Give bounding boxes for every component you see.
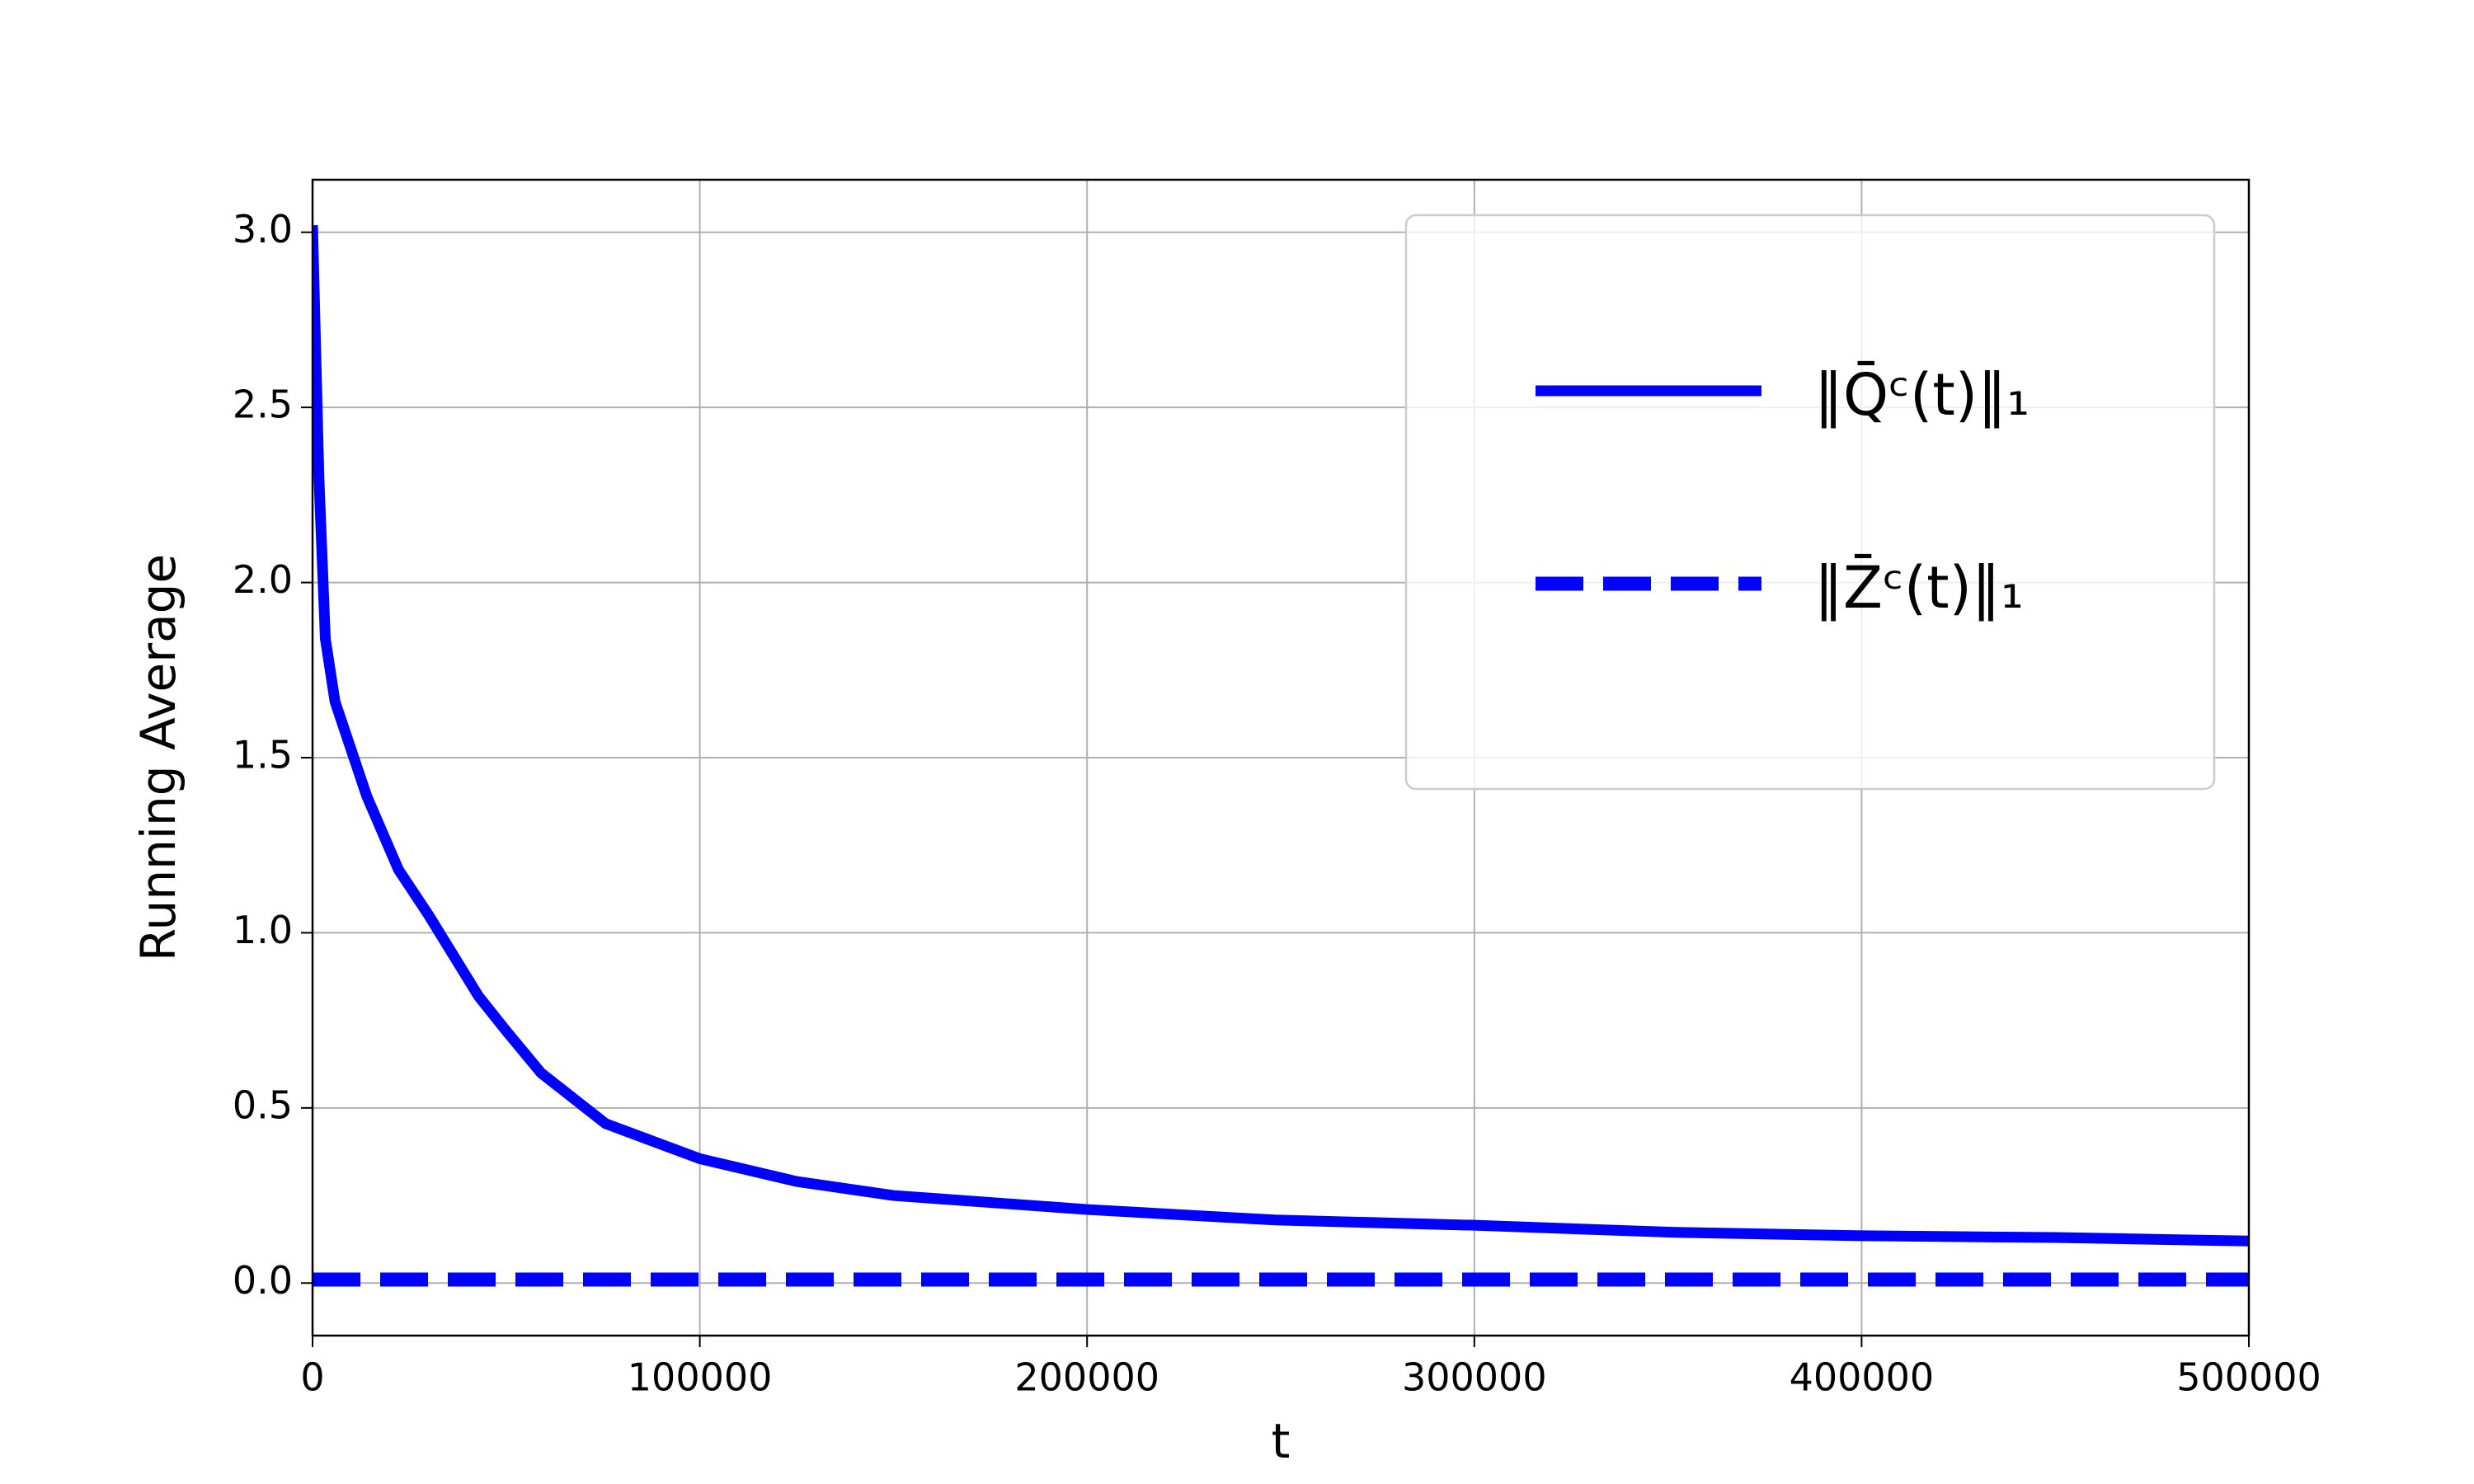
legend-label: ‖Q̄ᶜ(t)‖₁ (1814, 360, 2030, 429)
x-tick-label: 400000 (1790, 1355, 1935, 1400)
y-tick-label: 3.0 (233, 207, 293, 251)
legend-label: ‖Z̄ᶜ(t)‖₁ (1814, 553, 2024, 622)
y-tick-label: 1.0 (233, 908, 293, 952)
y-tick-label: 2.0 (233, 557, 293, 602)
y-tick-label: 0.0 (233, 1258, 293, 1303)
y-axis-label: Running Average (130, 554, 186, 961)
x-tick-label: 200000 (1014, 1355, 1159, 1400)
y-tick-label: 1.5 (233, 733, 293, 777)
x-tick-label: 300000 (1402, 1355, 1547, 1400)
plot-frame (311, 178, 2251, 1337)
x-tick-label: 500000 (2176, 1355, 2321, 1400)
x-tick-label: 100000 (628, 1355, 773, 1400)
y-tick-label: 2.5 (233, 383, 293, 427)
x-tick-label: 0 (300, 1355, 324, 1400)
y-tick-label: 0.5 (233, 1082, 293, 1127)
data-line (313, 225, 2249, 1247)
legend-box (1404, 214, 2216, 791)
x-axis-label: t (1272, 1413, 1291, 1469)
